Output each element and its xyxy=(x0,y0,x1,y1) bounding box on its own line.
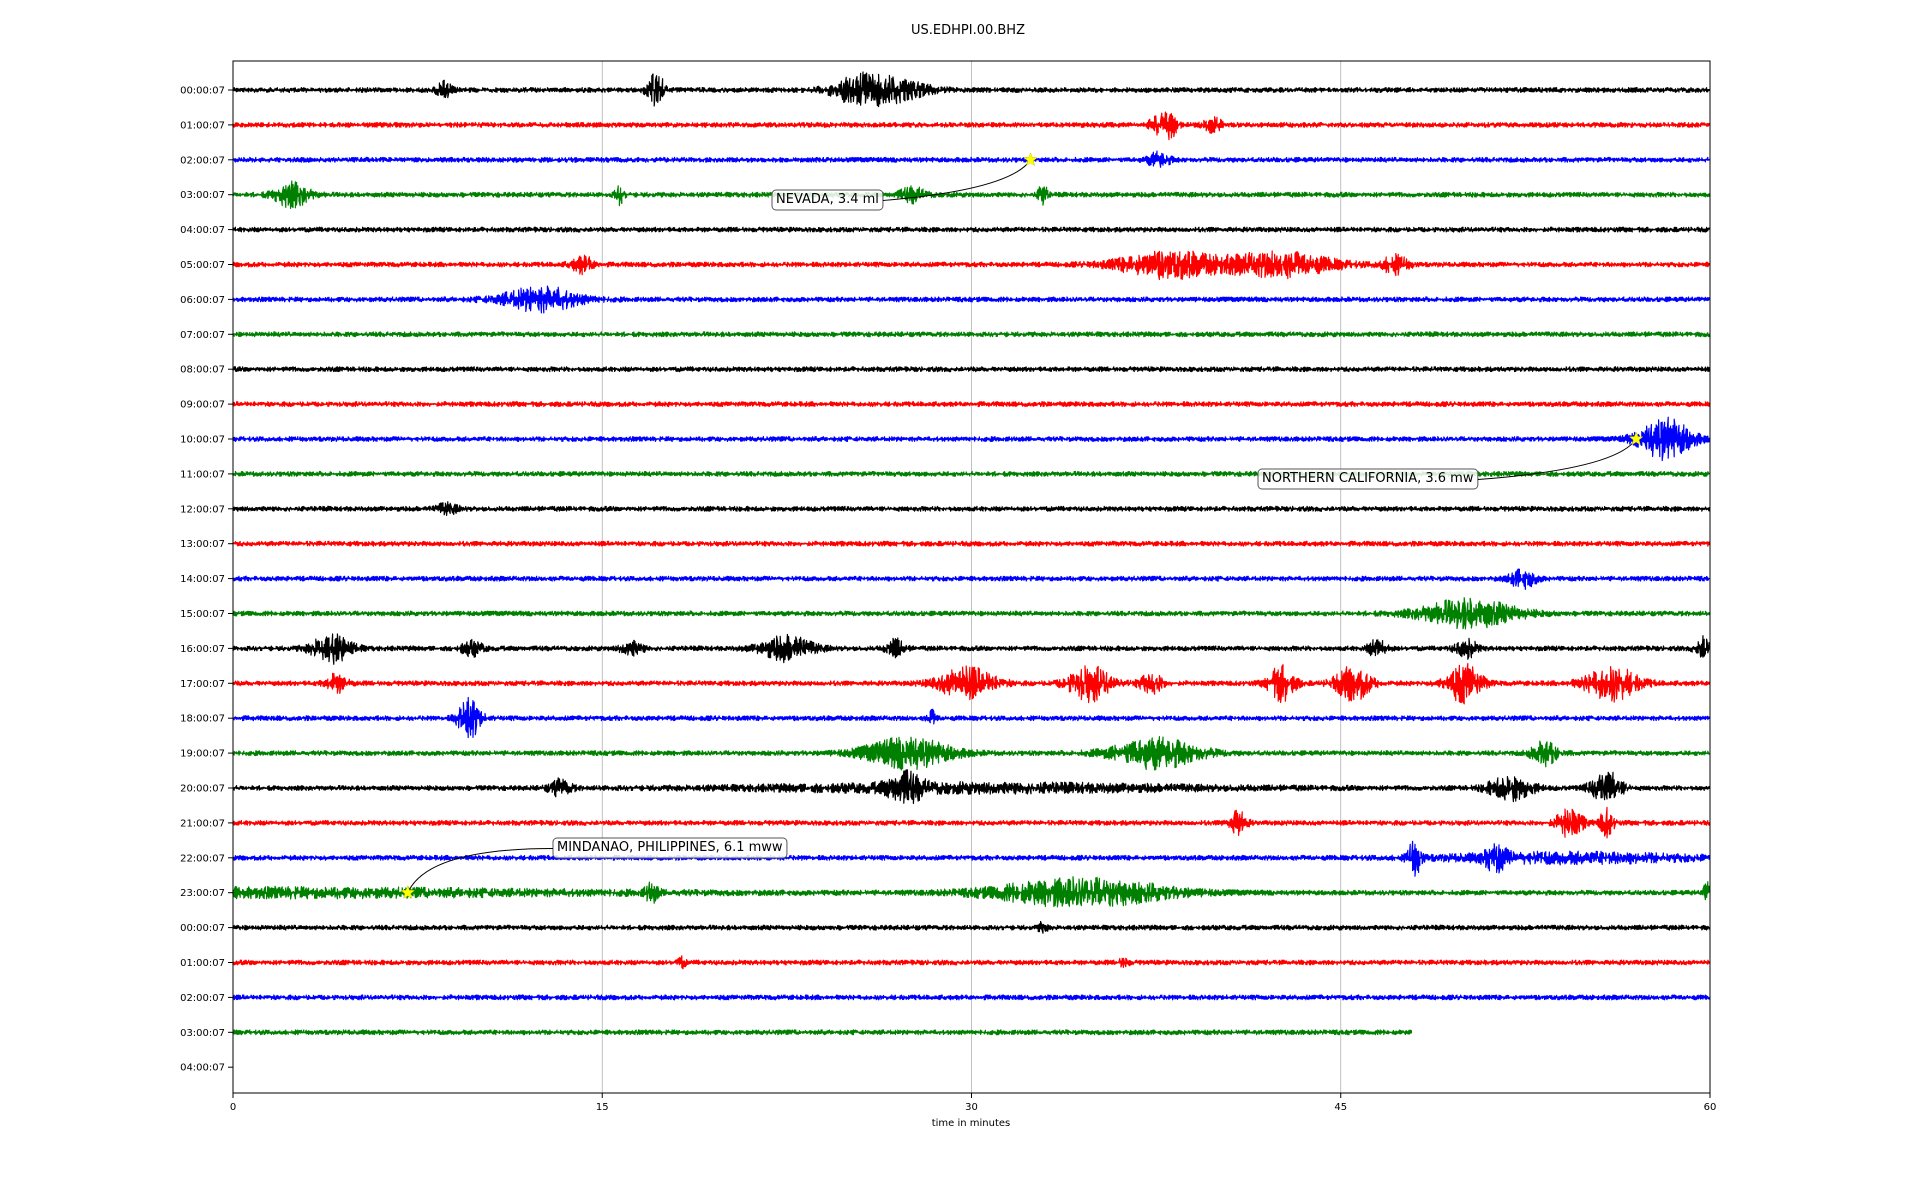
row-time-label: 04:00:07 xyxy=(180,1063,225,1074)
row-labels: 00:00:07 01:00:07 02:00:07 03:00:07 04:00:07… xyxy=(180,86,233,1074)
seismic-trace xyxy=(232,401,1710,408)
row-time-label: 18:00:07 xyxy=(180,714,225,725)
event-star-marker xyxy=(1023,152,1038,167)
seismic-trace xyxy=(232,736,1710,771)
annotation-connector xyxy=(882,159,1031,201)
row-time-label: 05:00:07 xyxy=(180,260,225,271)
x-tick-label: 60 xyxy=(1704,1102,1717,1113)
seismic-trace xyxy=(232,540,1710,547)
x-tick-label: 15 xyxy=(596,1102,609,1113)
row-time-label: 21:00:07 xyxy=(180,818,225,829)
seismic-trace xyxy=(232,769,1710,804)
seismic-trace xyxy=(232,226,1710,233)
x-tick-label: 30 xyxy=(965,1102,978,1113)
seismic-trace xyxy=(232,840,1710,877)
row-time-label: 10:00:07 xyxy=(180,435,225,446)
row-time-label: 15:00:07 xyxy=(180,609,225,620)
event-star-marker xyxy=(1628,431,1644,446)
row-time-label: 00:00:07 xyxy=(180,86,225,97)
row-time-label: 14:00:07 xyxy=(180,574,225,585)
trace-layer xyxy=(232,71,1710,1036)
seismic-trace xyxy=(232,416,1710,462)
seismic-trace xyxy=(232,633,1710,665)
seismic-trace xyxy=(232,806,1710,839)
seismic-trace xyxy=(232,285,1710,314)
seismic-trace xyxy=(232,696,1710,739)
row-time-label: 19:00:07 xyxy=(180,749,225,760)
row-time-label: 07:00:07 xyxy=(180,330,225,341)
row-time-label: 02:00:07 xyxy=(180,155,225,166)
row-time-label: 03:00:07 xyxy=(180,190,225,201)
row-time-label: 20:00:07 xyxy=(180,784,225,795)
row-time-label: 13:00:07 xyxy=(180,539,225,550)
seismic-trace xyxy=(232,150,1710,168)
event-annotation-label: NORTHERN CALIFORNIA, 3.6 mw xyxy=(1262,471,1474,486)
x-tick-label: 0 xyxy=(230,1102,236,1113)
row-time-label: 17:00:07 xyxy=(180,679,225,690)
seismic-trace xyxy=(232,1029,1412,1036)
event-star-marker xyxy=(400,884,416,899)
seismic-trace xyxy=(232,250,1710,281)
plot-frame xyxy=(232,60,1711,1094)
row-time-label: 06:00:07 xyxy=(180,295,225,306)
seismic-trace xyxy=(232,501,1710,516)
seismic-trace xyxy=(232,994,1710,1001)
row-time-label: 23:00:07 xyxy=(180,888,225,899)
seismic-trace xyxy=(232,71,1710,108)
row-time-label: 22:00:07 xyxy=(180,853,225,864)
event-annotation-label: NEVADA, 3.4 ml xyxy=(776,192,879,207)
seismic-trace xyxy=(232,920,1710,934)
row-time-label: 01:00:07 xyxy=(180,958,225,969)
seismic-trace xyxy=(232,597,1710,630)
row-time-label: 09:00:07 xyxy=(180,400,225,411)
x-axis-label: time in minutes xyxy=(932,1118,1011,1129)
row-time-label: 08:00:07 xyxy=(180,365,225,376)
row-time-label: 11:00:07 xyxy=(180,469,225,480)
row-time-label: 00:00:07 xyxy=(180,923,225,934)
seismic-trace xyxy=(232,331,1710,338)
annotation-connector xyxy=(1477,438,1637,480)
annotation-connector xyxy=(407,848,554,893)
row-time-label: 02:00:07 xyxy=(180,993,225,1004)
seismic-trace xyxy=(232,111,1710,141)
seismic-trace xyxy=(232,663,1710,705)
row-time-label: 01:00:07 xyxy=(180,120,225,131)
event-annotation-label: MINDANAO, PHILIPPINES, 6.1 mww xyxy=(557,840,783,855)
chart-title: US.EDHPI.00.BHZ xyxy=(911,23,1025,38)
seismic-trace xyxy=(232,955,1710,970)
seismic-trace xyxy=(232,366,1710,373)
seismic-trace xyxy=(232,180,1710,210)
row-time-label: 04:00:07 xyxy=(180,225,225,236)
x-ticks: 0 15 30 45 60 xyxy=(230,1093,1717,1113)
seismic-trace xyxy=(232,876,1710,908)
x-tick-label: 45 xyxy=(1334,1102,1347,1113)
row-time-label: 03:00:07 xyxy=(180,1028,225,1039)
row-time-label: 16:00:07 xyxy=(180,644,225,655)
seismic-trace xyxy=(232,568,1710,590)
row-time-label: 12:00:07 xyxy=(180,504,225,515)
annotations: NEVADA, 3.4 ml NORTHERN CALIFORNIA, 3.6 m… xyxy=(400,152,1644,899)
